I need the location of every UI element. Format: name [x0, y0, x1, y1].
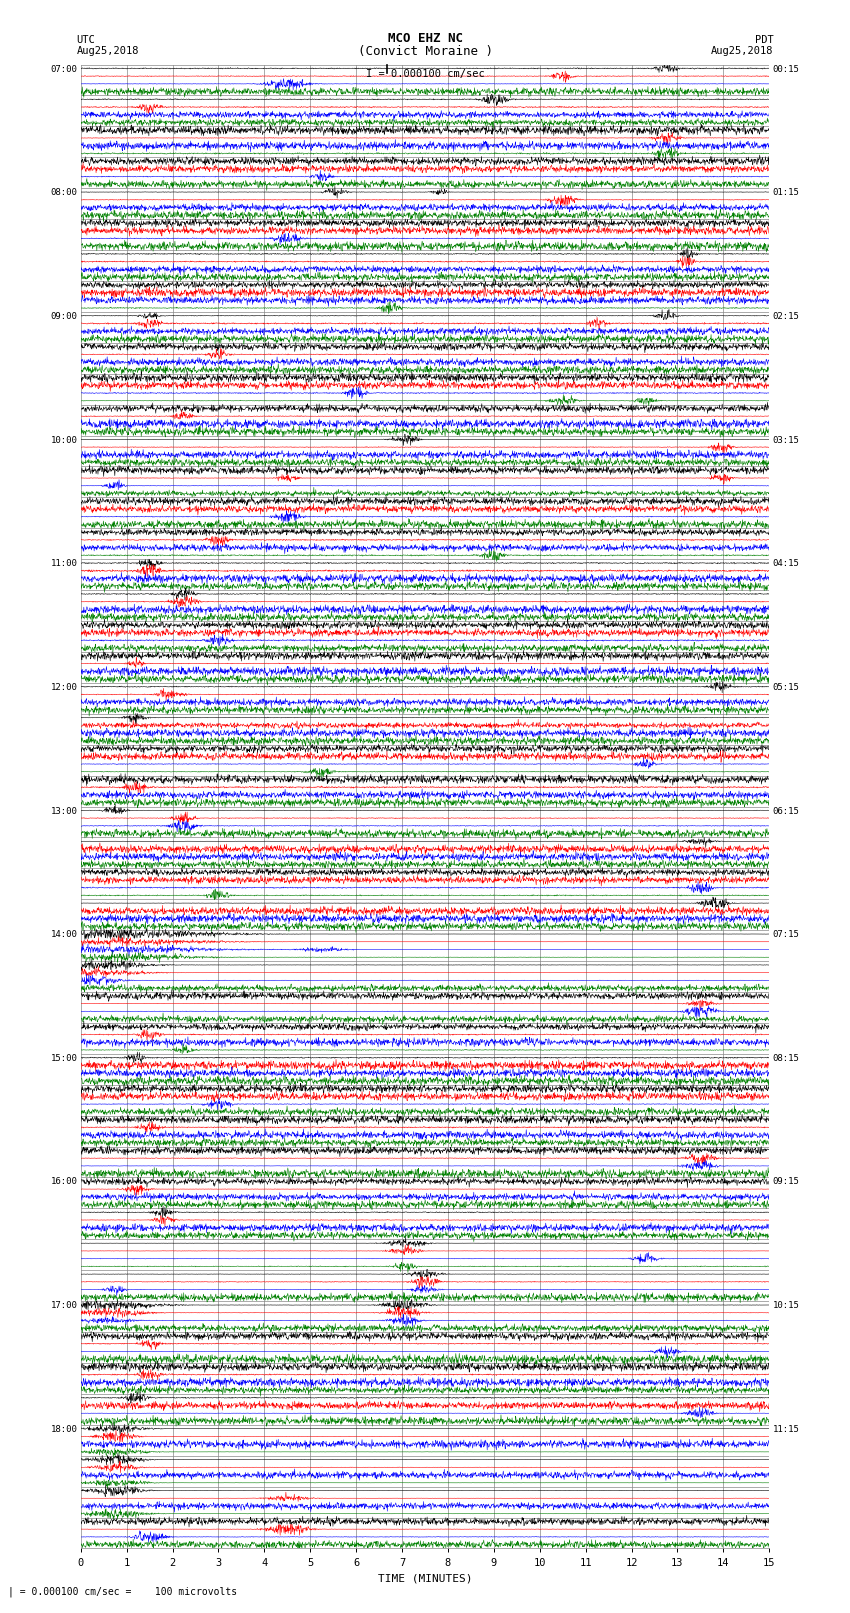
Text: 09:15: 09:15: [773, 1177, 800, 1187]
Text: 18:00: 18:00: [50, 1424, 77, 1434]
Text: 03:15: 03:15: [773, 436, 800, 445]
Text: PDT: PDT: [755, 35, 774, 45]
Text: (Convict Moraine ): (Convict Moraine ): [358, 45, 492, 58]
Text: 05:15: 05:15: [773, 682, 800, 692]
Text: 02:15: 02:15: [773, 311, 800, 321]
Text: 14:00: 14:00: [50, 931, 77, 939]
Text: UTC: UTC: [76, 35, 95, 45]
Text: Aug25,2018: Aug25,2018: [76, 47, 139, 56]
Text: 13:00: 13:00: [50, 806, 77, 816]
Text: 10:00: 10:00: [50, 436, 77, 445]
Text: | = 0.000100 cm/sec =    100 microvolts: | = 0.000100 cm/sec = 100 microvolts: [8, 1586, 238, 1597]
Text: 00:15: 00:15: [773, 65, 800, 74]
Text: 10:15: 10:15: [773, 1302, 800, 1310]
X-axis label: TIME (MINUTES): TIME (MINUTES): [377, 1573, 473, 1582]
Text: I = 0.000100 cm/sec: I = 0.000100 cm/sec: [366, 69, 484, 79]
Text: 11:00: 11:00: [50, 560, 77, 568]
Text: 15:00: 15:00: [50, 1053, 77, 1063]
Text: 04:15: 04:15: [773, 560, 800, 568]
Text: 17:00: 17:00: [50, 1302, 77, 1310]
Text: 07:00: 07:00: [50, 65, 77, 74]
Text: 01:15: 01:15: [773, 189, 800, 197]
Text: 06:15: 06:15: [773, 806, 800, 816]
Text: 08:00: 08:00: [50, 189, 77, 197]
Text: 16:00: 16:00: [50, 1177, 77, 1187]
Text: 07:15: 07:15: [773, 931, 800, 939]
Text: 11:15: 11:15: [773, 1424, 800, 1434]
Text: Aug25,2018: Aug25,2018: [711, 47, 774, 56]
Text: MCO EHZ NC: MCO EHZ NC: [388, 32, 462, 45]
Text: 09:00: 09:00: [50, 311, 77, 321]
Text: 12:00: 12:00: [50, 682, 77, 692]
Text: 08:15: 08:15: [773, 1053, 800, 1063]
